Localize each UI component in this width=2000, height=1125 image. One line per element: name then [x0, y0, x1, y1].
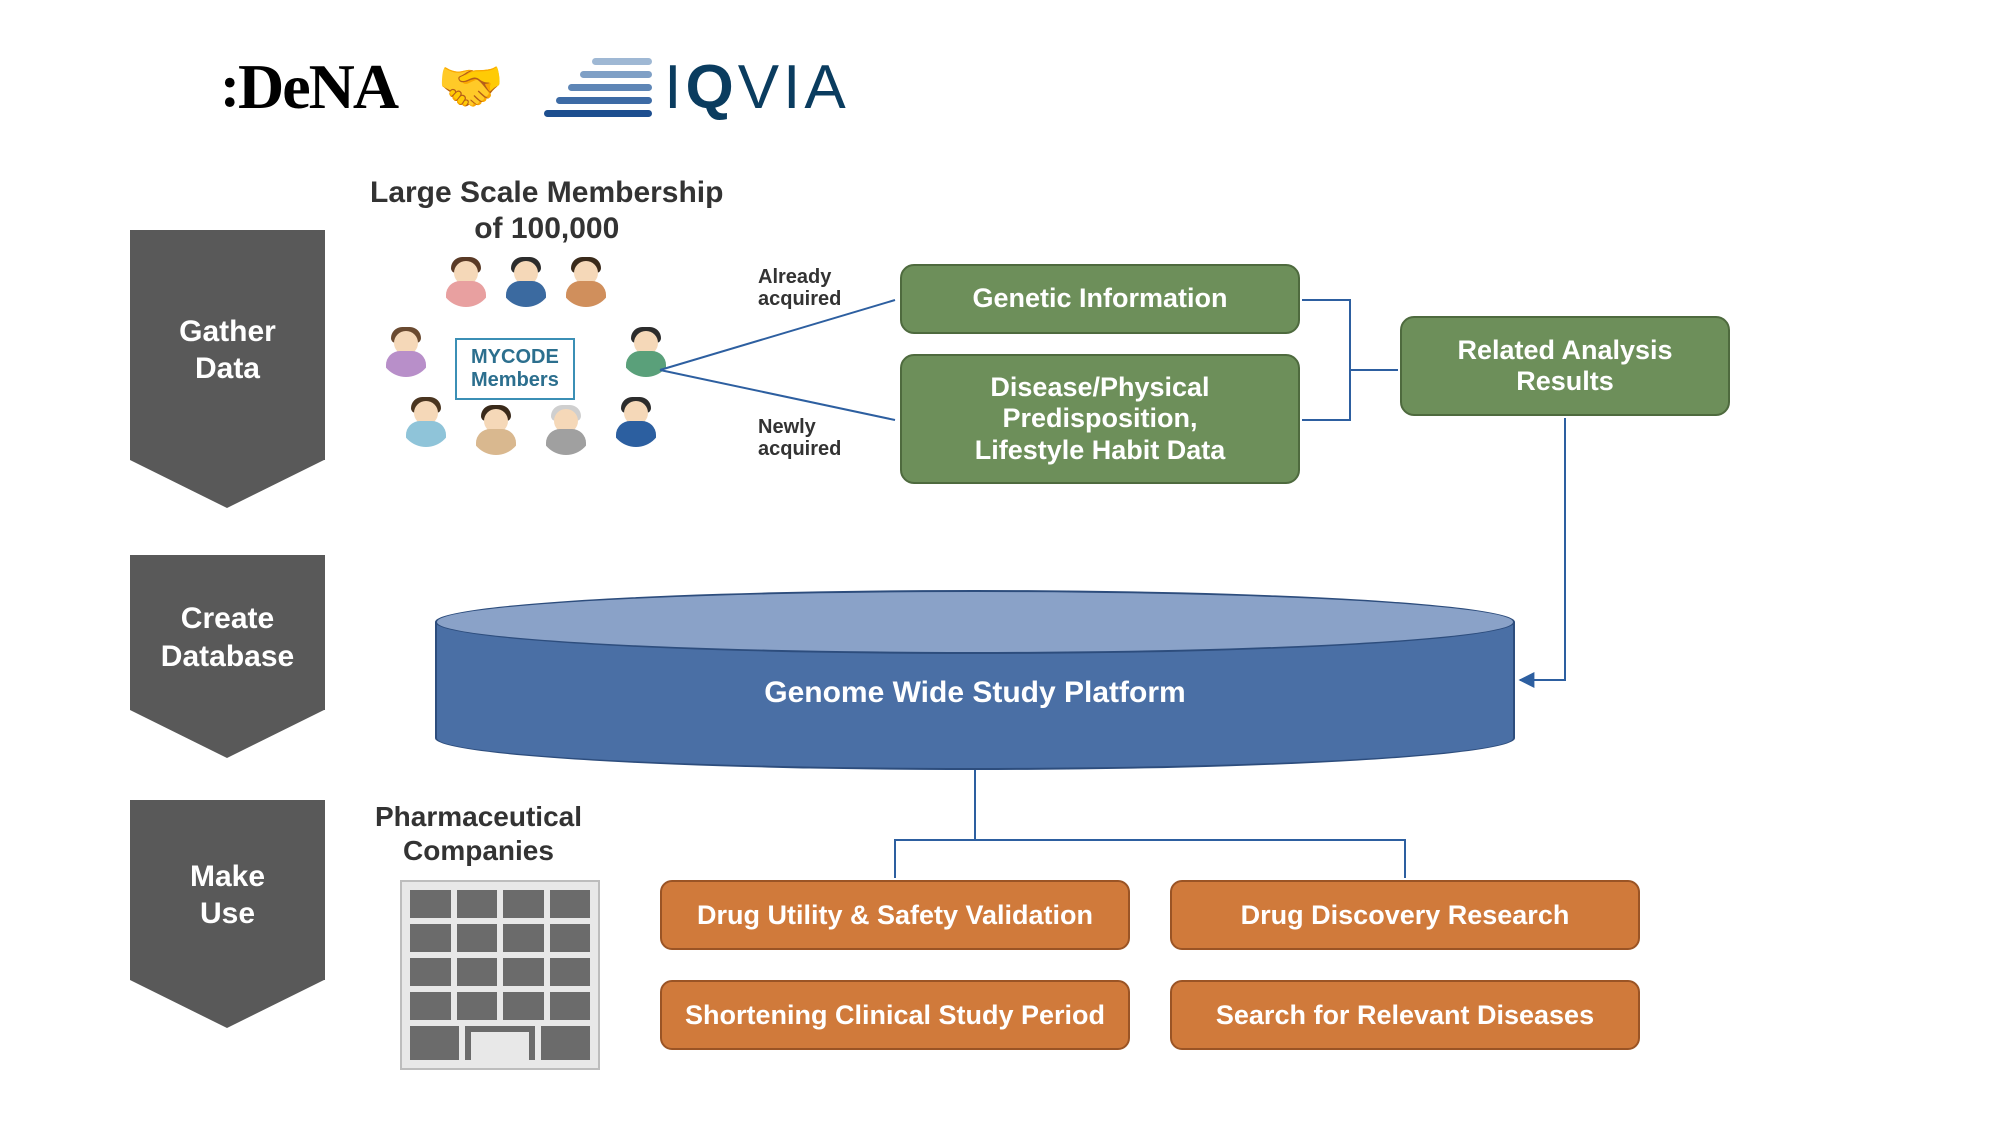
avatar-icon	[560, 255, 612, 307]
avatar-icon	[540, 403, 592, 455]
handshake-icon: 🤝	[437, 56, 504, 119]
avatar-icon	[500, 255, 552, 307]
avatar-icon	[380, 325, 432, 377]
use-case-box: Drug Discovery Research	[1170, 880, 1640, 950]
use-case-box: Drug Utility & Safety Validation	[660, 880, 1130, 950]
genetic-information-box: Genetic Information	[900, 264, 1300, 334]
mycode-members-box: MYCODEMembers	[455, 338, 575, 400]
stage-arrow: MakeUse	[130, 800, 325, 980]
avatar-icon	[470, 403, 522, 455]
iqvia-logo: IQVIA	[544, 52, 849, 123]
use-case-box: Search for Relevant Diseases	[1170, 980, 1640, 1050]
disease-lifestyle-box: Disease/PhysicalPredisposition,Lifestyle…	[900, 354, 1300, 484]
avatar-icon	[400, 395, 452, 447]
avatar-icon	[610, 395, 662, 447]
already-acquired-label: Alreadyacquired	[758, 266, 841, 310]
database-cylinder: Genome Wide Study Platform	[435, 590, 1515, 770]
newly-acquired-label: Newlyacquired	[758, 416, 841, 460]
logo-row: :DeNA 🤝 IQVIA	[220, 50, 850, 124]
iqvia-bars-icon	[544, 58, 652, 117]
analysis-results-box: Related AnalysisResults	[1400, 316, 1730, 416]
stage-arrow: CreateDatabase	[130, 555, 325, 710]
iqvia-text: IQVIA	[664, 52, 849, 123]
diagram-canvas: :DeNA 🤝 IQVIA GatherData CreateDatabase Ma…	[0, 0, 2000, 1125]
avatar-icon	[620, 325, 672, 377]
pharma-companies-label: PharmaceuticalCompanies	[375, 800, 582, 867]
building-icon	[400, 880, 600, 1070]
database-label: Genome Wide Study Platform	[435, 676, 1515, 710]
dena-logo: :DeNA	[220, 50, 397, 124]
stage-arrow: GatherData	[130, 230, 325, 460]
membership-title: Large Scale Membershipof 100,000	[370, 175, 723, 247]
avatar-icon	[440, 255, 492, 307]
use-case-box: Shortening Clinical Study Period	[660, 980, 1130, 1050]
